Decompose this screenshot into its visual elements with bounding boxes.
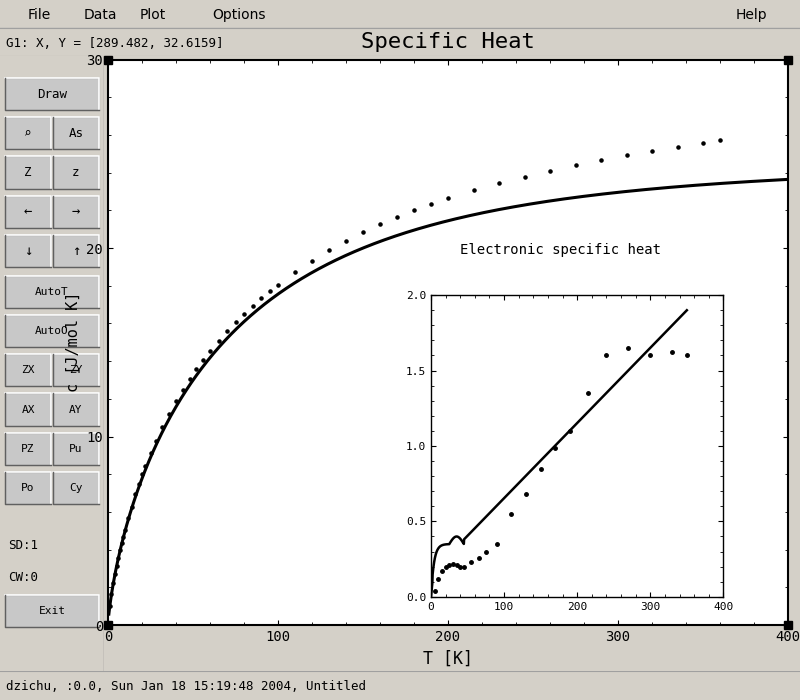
- Bar: [6, 195, 51, 228]
- Text: Po: Po: [22, 483, 35, 493]
- Bar: [6, 156, 51, 188]
- Text: Draw: Draw: [37, 88, 67, 101]
- Text: Options: Options: [212, 8, 266, 22]
- Bar: [53, 433, 98, 465]
- Bar: [53, 234, 98, 267]
- Text: z: z: [72, 166, 80, 179]
- Text: ←: ←: [24, 204, 32, 218]
- Bar: [6, 234, 51, 267]
- Bar: [6, 595, 99, 627]
- Bar: [53, 195, 98, 228]
- Title: Specific Heat: Specific Heat: [361, 32, 535, 52]
- Text: AutoO: AutoO: [35, 326, 69, 336]
- Text: AutoT: AutoT: [35, 287, 69, 297]
- Bar: [6, 117, 51, 149]
- Bar: [53, 354, 98, 386]
- Bar: [53, 117, 98, 149]
- Text: SD:1: SD:1: [8, 538, 38, 552]
- Text: AY: AY: [69, 405, 82, 414]
- Bar: [53, 156, 98, 188]
- Bar: [6, 354, 51, 386]
- Text: AX: AX: [22, 405, 35, 414]
- Bar: [6, 393, 51, 426]
- Text: dzichu, :0.0, Sun Jan 18 15:19:48 2004, Untitled: dzichu, :0.0, Sun Jan 18 15:19:48 2004, …: [6, 680, 366, 693]
- Text: ⌕: ⌕: [24, 127, 32, 140]
- Bar: [53, 393, 98, 426]
- Text: G1: X, Y = [289.482, 32.6159]: G1: X, Y = [289.482, 32.6159]: [6, 37, 224, 50]
- Text: File: File: [28, 8, 51, 22]
- Text: Cy: Cy: [69, 483, 82, 493]
- Text: Exit: Exit: [38, 606, 66, 616]
- Bar: [6, 78, 99, 110]
- X-axis label: T [K]: T [K]: [423, 650, 473, 668]
- Bar: [6, 276, 99, 308]
- Text: As: As: [69, 127, 83, 140]
- Y-axis label: c [J/mol K]: c [J/mol K]: [66, 292, 81, 393]
- Text: →: →: [72, 204, 80, 218]
- Text: Help: Help: [736, 8, 768, 22]
- Bar: [6, 433, 51, 465]
- Text: Electronic specific heat: Electronic specific heat: [460, 244, 661, 258]
- Bar: [53, 472, 98, 504]
- Text: ZX: ZX: [22, 365, 35, 375]
- Text: ↓: ↓: [24, 244, 32, 258]
- Bar: [6, 472, 51, 504]
- Text: CW:0: CW:0: [8, 570, 38, 584]
- Text: ↑: ↑: [72, 244, 80, 258]
- Text: Plot: Plot: [140, 8, 166, 22]
- Text: PZ: PZ: [22, 444, 35, 454]
- Text: Z: Z: [24, 166, 32, 179]
- Text: Pu: Pu: [69, 444, 82, 454]
- Bar: [6, 315, 99, 347]
- Text: Data: Data: [84, 8, 118, 22]
- Text: ZY: ZY: [69, 365, 82, 375]
